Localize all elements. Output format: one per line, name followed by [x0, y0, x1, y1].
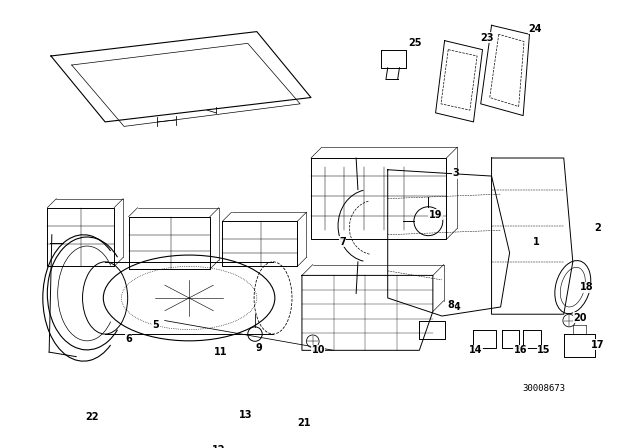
- Text: 6: 6: [125, 334, 132, 344]
- Text: 15: 15: [537, 345, 550, 355]
- Text: 7: 7: [339, 237, 346, 247]
- Text: 14: 14: [468, 345, 482, 355]
- Text: 16: 16: [514, 345, 527, 355]
- Text: 9: 9: [255, 343, 262, 353]
- Text: 22: 22: [86, 412, 99, 422]
- Text: 2: 2: [595, 223, 602, 233]
- Text: 4: 4: [454, 302, 461, 312]
- Text: 18: 18: [580, 282, 593, 292]
- Text: 13: 13: [239, 410, 253, 420]
- Text: 21: 21: [297, 418, 310, 427]
- Text: 17: 17: [591, 340, 605, 350]
- Text: 10: 10: [312, 345, 325, 355]
- Text: 5: 5: [152, 320, 159, 330]
- Text: 25: 25: [408, 39, 422, 48]
- Text: 8: 8: [447, 300, 454, 310]
- Text: 11: 11: [214, 347, 227, 357]
- Text: 1: 1: [533, 237, 540, 247]
- Text: 3: 3: [452, 168, 459, 178]
- Text: 23: 23: [480, 33, 494, 43]
- Text: 20: 20: [573, 313, 587, 323]
- Text: 12: 12: [212, 445, 226, 448]
- Text: 24: 24: [528, 24, 541, 34]
- Text: 30008673: 30008673: [522, 384, 565, 393]
- Text: 19: 19: [429, 210, 442, 220]
